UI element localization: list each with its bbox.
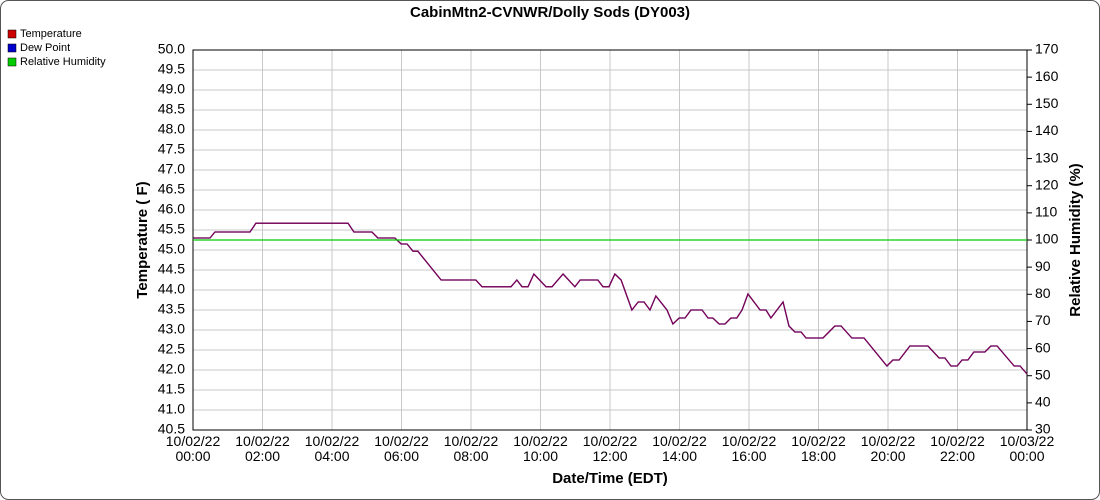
y-tick-label: 49.0 (158, 81, 185, 97)
y2-tick-label: 130 (1035, 149, 1059, 165)
legend-label: Temperature (20, 28, 82, 40)
y-tick-label: 47.5 (158, 141, 185, 157)
x-tick-label: 10/02/22 02:00 (235, 433, 290, 464)
y-tick-label: 41.0 (158, 401, 185, 417)
legend-label: Dew Point (20, 42, 70, 54)
y2-tick-label: 160 (1035, 68, 1059, 84)
y-tick-label: 49.5 (158, 61, 185, 77)
y2-tick-label: 80 (1035, 285, 1051, 301)
y-tick-label: 47.0 (158, 161, 185, 177)
y2-tick-label: 50 (1035, 366, 1051, 382)
legend-swatch (7, 29, 17, 39)
y2-tick-label: 40 (1035, 394, 1051, 410)
series-line (193, 222, 1028, 375)
y-tick-label: 42.0 (158, 361, 185, 377)
y-tick-label: 43.5 (158, 301, 185, 317)
legend-swatch (7, 57, 17, 67)
x-tick-label: 10/02/22 04:00 (305, 433, 360, 464)
y2-tick-label: 170 (1035, 41, 1059, 57)
y-tick-label: 43.0 (158, 321, 185, 337)
x-tick-label: 10/02/22 22:00 (930, 433, 985, 464)
x-tick-label: 10/02/22 06:00 (374, 433, 429, 464)
x-tick-label: 10/02/22 08:00 (444, 433, 499, 464)
x-tick-label: 10/02/22 18:00 (791, 433, 846, 464)
y2-tick-label: 30 (1035, 421, 1051, 437)
y2-tick-label: 140 (1035, 122, 1059, 138)
legend-swatch (7, 43, 17, 53)
x-tick-label: 10/02/22 16:00 (722, 433, 777, 464)
y2-tick-label: 150 (1035, 95, 1059, 111)
y2-axis-title: Relative Humidity (%) (1067, 163, 1084, 316)
legend-label: Relative Humidity (20, 56, 106, 68)
y-tick-label: 46.0 (158, 201, 185, 217)
y2-tick-label: 60 (1035, 339, 1051, 355)
y-tick-label: 45.5 (158, 221, 185, 237)
y-tick-label: 50.0 (158, 41, 185, 57)
y-tick-label: 45.0 (158, 241, 185, 257)
x-axis-title: Date/Time (EDT) (552, 470, 668, 487)
x-tick-label: 10/02/22 20:00 (861, 433, 916, 464)
y-tick-label: 46.5 (158, 181, 185, 197)
y2-tick-label: 90 (1035, 258, 1051, 274)
y-tick-label: 42.5 (158, 341, 185, 357)
y-tick-label: 41.5 (158, 381, 185, 397)
y-axis-title: Temperature ( F) (134, 181, 151, 298)
y2-tick-label: 70 (1035, 312, 1051, 328)
chart-title: CabinMtn2-CVNWR/Dolly Sods (DY003) (410, 4, 690, 21)
y-tick-label: 48.5 (158, 101, 185, 117)
y2-tick-label: 110 (1035, 204, 1058, 220)
x-tick-label: 10/02/22 12:00 (583, 433, 638, 464)
x-tick-label: 10/02/22 00:00 (166, 433, 221, 464)
y-tick-label: 44.0 (158, 281, 185, 297)
y-tick-label: 48.0 (158, 121, 185, 137)
y-tick-label: 44.5 (158, 261, 185, 277)
y2-tick-label: 120 (1035, 176, 1059, 192)
x-tick-label: 10/02/22 14:00 (652, 433, 707, 464)
x-tick-label: 10/03/22 00:00 (1000, 433, 1055, 464)
x-tick-label: 10/02/22 10:00 (513, 433, 568, 464)
y-tick-label: 40.5 (158, 421, 185, 437)
y2-tick-label: 100 (1035, 231, 1059, 247)
